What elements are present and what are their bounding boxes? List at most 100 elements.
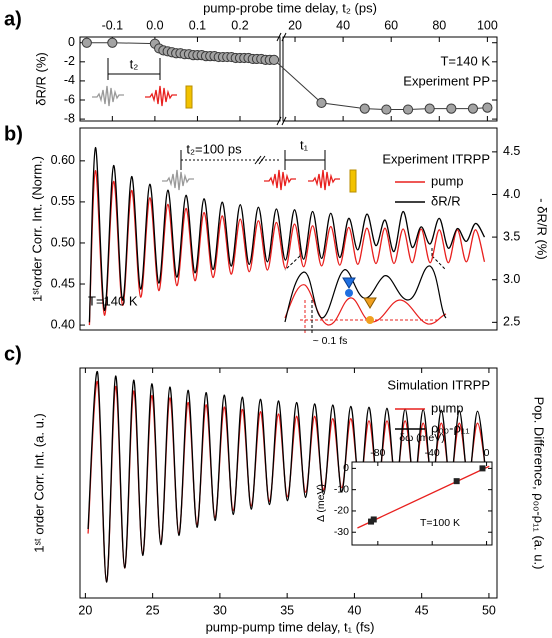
x-axis-label: pump-probe time delay, t₂ (ps)	[203, 0, 377, 15]
legend-label: pump	[431, 400, 464, 415]
legend-label: ρ₀₀-ρ₁₁	[431, 420, 470, 435]
zoom-connector	[284, 255, 301, 271]
x-tick-label: 25	[146, 603, 160, 617]
break-mark	[281, 32, 287, 42]
data-point	[424, 103, 435, 114]
x-axis-label: δω (meV)	[399, 432, 445, 444]
x-tick-label: 100	[477, 18, 498, 32]
data-point	[381, 104, 392, 115]
panel-label: a)	[4, 8, 22, 30]
x-tick-label: 0	[484, 447, 490, 459]
y-tick-label: -30	[334, 526, 349, 538]
x-tick-label: 40	[347, 603, 361, 617]
x-tick-label: -40	[425, 447, 440, 459]
probe-pulse	[91, 85, 125, 107]
y-tick-label: -8	[64, 111, 75, 125]
annotation: t₂	[130, 56, 139, 71]
legend-label: δR/R	[431, 193, 461, 208]
x-tick-label: -0.1	[102, 18, 124, 32]
break-mark	[258, 155, 266, 165]
pump-pulse	[144, 85, 178, 107]
y-tick-label: 0.55	[51, 194, 75, 208]
x-tick-label: 0.0	[146, 18, 163, 32]
x-tick-label: 50	[482, 603, 496, 617]
x-tick-label: 20	[78, 603, 92, 617]
y-tick-label: 0.50	[51, 235, 75, 249]
chart-title: Simulation ITRPP	[387, 377, 490, 392]
orange-triangle	[363, 297, 377, 309]
data-point	[81, 37, 92, 48]
y-axis-label: δR/R (%)	[33, 52, 48, 105]
y-tick-label: 0.45	[51, 276, 75, 290]
y-axis-label: 1ˢᵗ order Corr. Int. (a. u.)	[31, 413, 46, 553]
break-mark	[276, 116, 282, 126]
data-point	[467, 103, 479, 114]
pump-pulse	[263, 169, 297, 191]
y2-tick-label: 4.5	[503, 144, 520, 158]
x-tick-label: 40	[336, 18, 350, 32]
y-tick-label: 0	[343, 462, 349, 474]
zoom-connector	[431, 255, 447, 271]
series-line	[88, 146, 486, 323]
y-tick-label: 0	[68, 35, 75, 49]
data-point	[107, 37, 118, 48]
x-tick-label: 35	[280, 603, 294, 617]
break-mark	[281, 116, 287, 126]
annotation: T=100 K	[420, 517, 460, 529]
data-point	[453, 478, 460, 485]
y2-tick-label: 3.5	[503, 229, 520, 243]
y-axis-label: 1ˢᵗorder Corr. Int. (Norm.)	[29, 156, 44, 302]
y-tick-label: -4	[64, 73, 75, 87]
annotation: T=140 K	[88, 293, 138, 308]
plot-frame	[79, 36, 281, 122]
plot-frame	[79, 127, 498, 331]
break-mark	[276, 32, 282, 42]
annotation: T=140 K	[440, 53, 490, 68]
panel-label: b)	[4, 123, 23, 145]
blue-triangle	[342, 277, 356, 289]
y2-axis-label: - δR/R (%)	[535, 198, 550, 259]
zoom-pump-curve	[284, 284, 447, 326]
annotation: ~ 0.1 fs	[313, 335, 348, 347]
x-axis-label: pump-pump time delay, t₁ (fs)	[206, 619, 375, 634]
x-tick-label: 0.2	[231, 18, 248, 32]
data-point	[268, 54, 280, 66]
panel-label: c)	[4, 343, 22, 365]
x-tick-label: 0.1	[189, 18, 206, 32]
data-point	[402, 104, 414, 115]
x-tick-label: 60	[384, 18, 398, 32]
plot-frame	[79, 367, 498, 599]
y-tick-label: -2	[64, 54, 75, 68]
pulse-diagram-b	[161, 150, 357, 193]
series-line	[88, 170, 486, 326]
y2-tick-label: 2.5	[503, 315, 520, 329]
detector	[185, 85, 193, 109]
orange-dot	[366, 316, 374, 324]
y2-tick-label: 3.0	[503, 272, 520, 286]
annotation: t₂=100 ps	[186, 141, 242, 156]
x-tick-label: -80	[370, 447, 385, 459]
x-tick-label: 45	[415, 603, 429, 617]
data-point	[479, 465, 486, 472]
data-point	[370, 516, 377, 523]
y2-axis-label: Pop. Difference, ρ₀₀-ρ₁₁ (a. u.)	[532, 397, 547, 570]
blue-dot	[345, 289, 353, 297]
detector	[349, 169, 357, 193]
annotation: Experiment PP	[403, 73, 490, 88]
y-tick-label: -20	[334, 505, 349, 517]
data-point	[359, 103, 370, 114]
x-tick-label: 30	[213, 603, 227, 617]
series-line	[87, 371, 488, 583]
zoom-signal-curve	[284, 265, 447, 323]
y-tick-label: 0.40	[51, 317, 75, 331]
data-point	[316, 97, 327, 108]
pump-pulse	[307, 169, 341, 191]
x-tick-label: 80	[432, 18, 446, 32]
x-tick-label: 20	[288, 18, 302, 32]
plot-frame	[282, 36, 498, 122]
zoom-inset-b	[284, 248, 447, 335]
probe-pulse	[161, 169, 195, 191]
data-point	[482, 102, 493, 113]
chart-title: Experiment ITRPP	[382, 151, 490, 166]
